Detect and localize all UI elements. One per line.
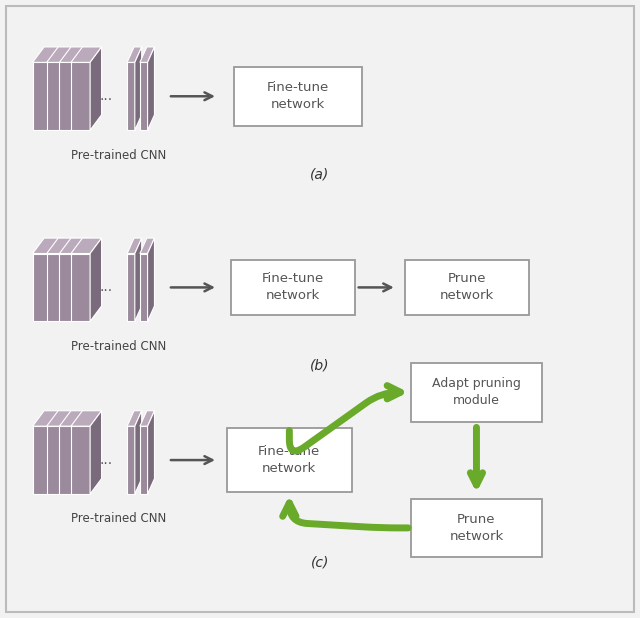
Text: Prune
network: Prune network [449,513,504,543]
Polygon shape [47,238,77,253]
Polygon shape [79,47,90,130]
Text: Fine-tune
network: Fine-tune network [266,82,329,111]
Polygon shape [71,47,102,62]
FancyBboxPatch shape [411,363,542,421]
FancyBboxPatch shape [411,499,542,557]
Text: Fine-tune
network: Fine-tune network [262,273,324,302]
Text: Pre-trained CNN: Pre-trained CNN [71,149,166,162]
Polygon shape [52,238,63,321]
Text: Fine-tune
network: Fine-tune network [258,445,321,475]
Polygon shape [148,411,154,494]
FancyBboxPatch shape [227,428,351,493]
Polygon shape [33,411,63,426]
Text: (c): (c) [311,556,329,570]
FancyBboxPatch shape [231,260,355,315]
Polygon shape [47,426,66,494]
Polygon shape [47,411,77,426]
Polygon shape [66,238,77,321]
Polygon shape [33,238,63,253]
Polygon shape [79,238,90,321]
Polygon shape [66,411,77,494]
Polygon shape [135,47,141,130]
Polygon shape [127,426,135,494]
Polygon shape [71,426,90,494]
Polygon shape [127,47,141,62]
Polygon shape [135,238,141,321]
Polygon shape [71,253,90,321]
Polygon shape [71,238,102,253]
Text: ...: ... [99,281,113,294]
Polygon shape [90,238,102,321]
Polygon shape [127,62,135,130]
Polygon shape [90,411,102,494]
Polygon shape [140,426,148,494]
Text: Prune
network: Prune network [440,273,494,302]
Polygon shape [71,411,102,426]
Text: ...: ... [99,453,113,467]
Polygon shape [140,62,148,130]
Polygon shape [47,62,66,130]
Polygon shape [148,47,154,130]
Polygon shape [47,253,66,321]
Polygon shape [52,47,63,130]
FancyBboxPatch shape [404,260,529,315]
Polygon shape [60,426,79,494]
Text: Pre-trained CNN: Pre-trained CNN [71,512,166,525]
Polygon shape [52,411,63,494]
Polygon shape [60,253,79,321]
Polygon shape [33,253,52,321]
Polygon shape [140,47,154,62]
Polygon shape [60,411,90,426]
Text: Pre-trained CNN: Pre-trained CNN [71,340,166,353]
Polygon shape [60,62,79,130]
Polygon shape [60,238,90,253]
Polygon shape [33,426,52,494]
Text: Adapt pruning
module: Adapt pruning module [432,377,521,407]
FancyBboxPatch shape [234,67,362,125]
Polygon shape [127,238,141,253]
Polygon shape [140,238,154,253]
Polygon shape [33,62,52,130]
Polygon shape [127,411,141,426]
Polygon shape [148,238,154,321]
Polygon shape [47,47,77,62]
Text: (a): (a) [310,167,330,181]
Polygon shape [135,411,141,494]
Polygon shape [71,62,90,130]
Polygon shape [66,47,77,130]
Polygon shape [33,47,63,62]
Polygon shape [127,253,135,321]
Text: (b): (b) [310,358,330,372]
Polygon shape [140,253,148,321]
Polygon shape [79,411,90,494]
Polygon shape [90,47,102,130]
Polygon shape [140,411,154,426]
Polygon shape [60,47,90,62]
Text: ...: ... [99,89,113,103]
